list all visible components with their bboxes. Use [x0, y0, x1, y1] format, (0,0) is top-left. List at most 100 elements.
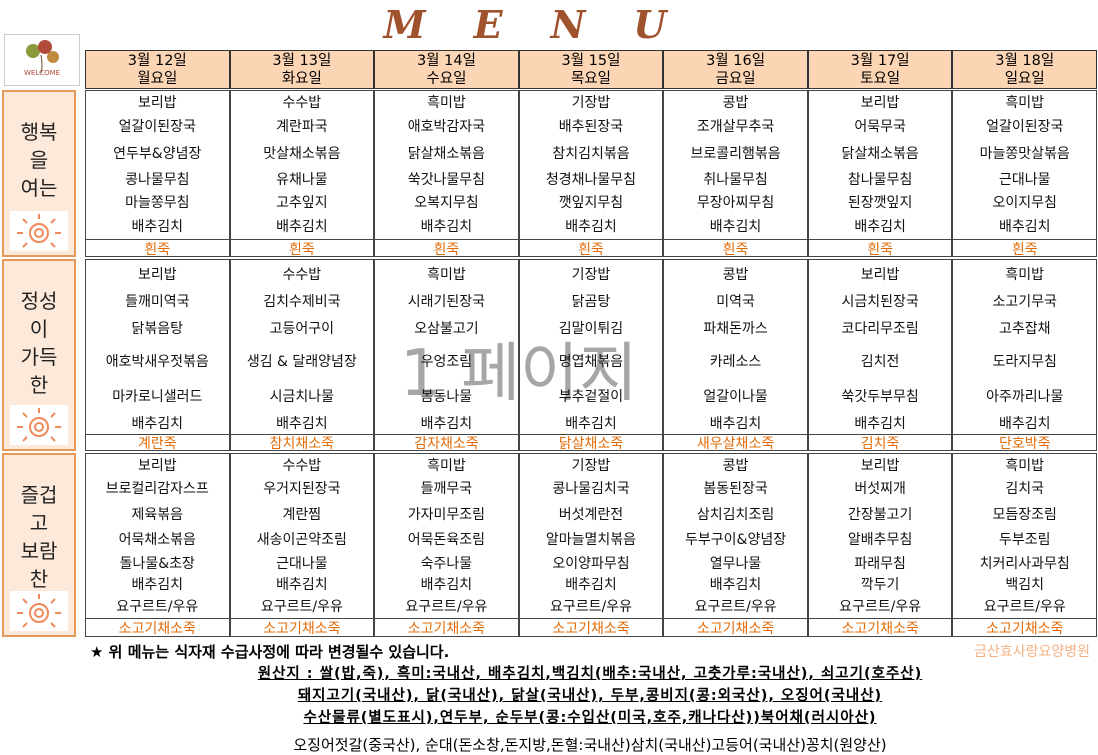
- row-line: [86, 434, 229, 435]
- menu-item: 배추김치: [276, 577, 328, 593]
- porridge: 닭살채소죽: [558, 436, 624, 452]
- sun-icon: [10, 591, 68, 631]
- menu-cell: 보리밥 얼갈이된장국 연두부&양념장 콩나물무침 마늘쫑무침 배추김치 흰죽: [85, 90, 230, 258]
- menu-item: 치커리사과무침: [979, 556, 1070, 572]
- menu-item: 시금치나물: [269, 389, 335, 405]
- menu-item: 마늘쫑맛살볶음: [979, 146, 1070, 162]
- menu-item: 버섯계란전: [558, 507, 624, 523]
- menu-item: 모듬장조림: [992, 507, 1057, 523]
- row-line: [664, 618, 807, 619]
- row-line: [519, 434, 663, 435]
- menu-item: 참나물무침: [847, 172, 913, 188]
- day-header: 3월 14일 수요일: [374, 50, 519, 89]
- menu-item: 배추김치: [565, 577, 617, 593]
- porridge: 감자채소죽: [414, 436, 479, 452]
- menu-item: 얼갈이된장국: [986, 119, 1064, 135]
- menu-item: 된장깻잎지: [847, 195, 913, 211]
- menu-item: 김치수제비국: [263, 294, 341, 310]
- menu-item: 유채나물: [276, 172, 328, 188]
- porridge: 흰죽: [144, 242, 171, 258]
- menu-item: 마카로니샐러드: [112, 389, 203, 405]
- row-line: [953, 434, 1096, 435]
- day-weekday: 금요일: [715, 71, 756, 87]
- day-header: 3월 13일 화요일: [229, 50, 375, 89]
- menu-item: 오이양파무침: [552, 556, 630, 572]
- menu-item: 요구르트/우유: [839, 599, 922, 615]
- menu-item: 흑미밥: [1005, 458, 1045, 474]
- menu-item: 미역국: [716, 294, 755, 310]
- porridge: 흰죽: [288, 242, 315, 258]
- row-line: [375, 434, 518, 435]
- logo-text: WELCOME: [23, 69, 61, 77]
- menu-item: 시금치된장국: [841, 294, 919, 310]
- menu-item: 요구르트/우유: [405, 599, 488, 615]
- menu-item: 들깨무국: [420, 481, 473, 497]
- meal-label: 정성 이 가득 한: [2, 259, 76, 451]
- menu-item: 김치국: [1005, 481, 1045, 497]
- menu-item: 닭곰탕: [571, 294, 611, 310]
- sun-svg: [17, 408, 61, 442]
- porridge: 소고기채소죽: [118, 621, 196, 637]
- menu-cell: 보리밥 어묵무국 닭살채소볶음 참나물무침 된장깻잎지 배추김치 흰죽: [807, 90, 953, 258]
- origin-line: 오징어젓갈(중국산), 순대(돈소창,돈지방,돈혈:국내산)삼치(국내산)고등어…: [293, 736, 887, 754]
- porridge: 흰죽: [867, 242, 893, 258]
- sun-svg: [17, 594, 61, 628]
- notice: ★ 위 메뉴는 식자재 수급사정에 따라 변경될수 있습니다.: [90, 643, 450, 661]
- day-header: 3월 16일 금요일: [663, 50, 808, 89]
- day-weekday: 일요일: [1004, 71, 1045, 87]
- menu-item: 배추김치: [420, 416, 473, 432]
- porridge: 참치채소죽: [269, 436, 335, 452]
- sun-svg: [17, 214, 61, 248]
- menu-cell: 수수밥 김치수제비국 고등어구이 생김 & 달래양념장 시금치나물 배추김치 참치채소죽: [229, 259, 375, 452]
- menu-item: 오복지무침: [414, 195, 479, 211]
- menu-item: 흑미밥: [427, 95, 466, 111]
- menu-item: 근대나물: [276, 556, 328, 572]
- menu-item: 브로콜리햄볶음: [690, 146, 781, 162]
- title: MENU: [383, 2, 715, 47]
- menu-item: 계란파국: [276, 119, 328, 135]
- menu-item: 숙주나물: [420, 556, 473, 572]
- day-weekday: 화요일: [281, 71, 322, 87]
- menu-item: 배추김치: [998, 219, 1051, 235]
- menu-cell: 보리밥 시금치된장국 코다리무조림 김치전 쑥갓두부무침 배추김치 김치죽: [807, 259, 953, 452]
- menu-item: 청경채나물무침: [545, 172, 637, 188]
- day-weekday: 목요일: [570, 71, 611, 87]
- meal-label-line: 고: [29, 511, 49, 535]
- menu-item: 깍두기: [860, 577, 900, 593]
- porridge: 새우살채소죽: [696, 436, 775, 452]
- menu-item: 배추김치: [998, 416, 1051, 432]
- menu-item: 김치전: [860, 354, 900, 370]
- meal-label: 즐겁 고 보람 찬: [2, 453, 76, 637]
- menu-item: 요구르트/우유: [549, 599, 632, 615]
- row-line: [664, 434, 807, 435]
- porridge: 소고기채소죽: [407, 621, 486, 637]
- sun-icon: [10, 211, 68, 251]
- menu-cell: 수수밥 우거지된장국 계란찜 새송이곤약조림 근대나물 배추김치 요구르트/우유 소고기채소죽: [229, 453, 375, 637]
- menu-cell: 콩밥 봄동된장국 삼치김치조림 두부구이&양념장 열무나물 배추김치 요구르트/우유 소고기채…: [663, 453, 808, 637]
- menu-item: 배추김치: [131, 219, 184, 235]
- menu-item: 버섯찌개: [854, 481, 906, 497]
- hospital: 금산효사랑요양병원: [974, 644, 1090, 660]
- menu-item: 흑미밥: [1005, 95, 1045, 111]
- menu-item: 보리밥: [860, 95, 900, 111]
- menu-item: 닭살채소볶음: [841, 146, 919, 162]
- menu-item: 콩밥: [722, 267, 749, 283]
- menu-item: 카레소스: [709, 354, 762, 370]
- menu-item: 수수밥: [282, 95, 322, 111]
- meal-label-line: 찬: [29, 567, 49, 591]
- menu-item: 돌나물&초장: [119, 556, 195, 572]
- menu-item: 고등어구이: [269, 321, 335, 337]
- origin-line: 원산지 : 쌀(밥,죽), 흑미:국내산, 배추김치,백김치(배추:국내산, 고…: [257, 666, 923, 682]
- day-weekday: 토요일: [860, 71, 901, 87]
- meal-label-line: 행복: [20, 120, 58, 144]
- menu-item: 부추겉절이: [558, 389, 624, 405]
- row-line: [808, 618, 952, 619]
- menu-item: 취나물무침: [703, 172, 768, 188]
- menu-item: 쑥갓나물무침: [407, 172, 486, 188]
- menu-cell: 흑미밥 들깨무국 가자미무조림 어묵돈육조림 숙주나물 배추김치 요구르트/우유 소고기채소죽: [374, 453, 519, 637]
- menu-item: 파래무침: [854, 556, 906, 572]
- menu-cell: 흑미밥 얼갈이된장국 마늘쫑맛살볶음 근대나물 오이지무침 배추김치 흰죽: [952, 90, 1097, 258]
- meal-label-line: 한: [29, 373, 49, 397]
- day-header: 3월 12일 월요일: [85, 50, 230, 89]
